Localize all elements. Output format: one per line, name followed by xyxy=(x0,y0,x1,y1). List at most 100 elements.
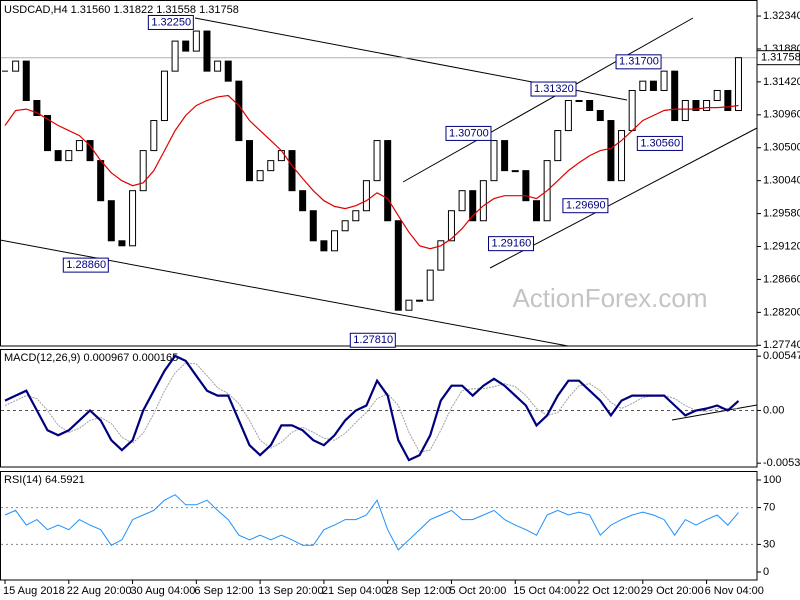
candle xyxy=(97,160,105,202)
rsi-panel xyxy=(0,471,758,581)
candle xyxy=(214,60,222,72)
candle xyxy=(54,150,62,162)
x-tick-label: 6 Sep 12:00 xyxy=(194,585,253,597)
price-annotation: 1.31320 xyxy=(534,83,574,95)
price-annotation: 1.29690 xyxy=(566,200,606,212)
x-tick-label: 28 Sep 12:00 xyxy=(386,585,451,597)
candle xyxy=(373,140,381,182)
candle xyxy=(171,40,179,72)
candle xyxy=(511,170,519,173)
candle xyxy=(192,30,200,52)
candle xyxy=(628,89,636,132)
candle xyxy=(309,210,317,242)
y-tick-label: 1.27740 xyxy=(763,339,800,351)
candle xyxy=(533,200,540,222)
candle xyxy=(44,115,52,152)
candle xyxy=(416,299,424,302)
y-tick-label: 100 xyxy=(763,474,781,486)
x-tick-label: 22 Oct 12:00 xyxy=(577,585,640,597)
candle xyxy=(182,40,190,52)
y-tick-label: 0.005478 xyxy=(763,350,800,362)
candle xyxy=(150,120,158,152)
candle xyxy=(713,89,721,101)
x-tick-label: 21 Sep 04:00 xyxy=(322,585,387,597)
trend-line xyxy=(489,127,758,269)
candle xyxy=(299,190,307,212)
candle xyxy=(341,220,349,232)
last-price-label: 1.31758 xyxy=(761,52,800,64)
price-annotation-box xyxy=(62,257,109,273)
x-tick-label: 22 Aug 20:00 xyxy=(67,585,132,597)
x-tick-label: 29 Oct 20:00 xyxy=(641,585,704,597)
candle xyxy=(277,150,285,162)
trend-line xyxy=(671,404,758,421)
rsi-title: RSI(14) 64.5921 xyxy=(4,474,85,486)
series-line xyxy=(4,494,739,551)
price-annotation-box xyxy=(349,332,396,348)
y-tick-label: 1.30040 xyxy=(763,175,800,187)
candle xyxy=(107,200,115,242)
y-tick-label: 30 xyxy=(763,538,775,550)
candle xyxy=(65,150,73,162)
candle xyxy=(469,190,477,222)
x-tick-label: 15 Oct 04:00 xyxy=(513,585,576,597)
candle xyxy=(458,190,466,212)
y-tick-label: 1.28660 xyxy=(763,273,800,285)
candle xyxy=(437,240,445,271)
candle xyxy=(522,170,530,202)
candle xyxy=(703,99,711,112)
last-price-box xyxy=(756,50,800,66)
candle xyxy=(129,190,137,247)
candle xyxy=(639,80,647,91)
candle xyxy=(22,60,30,101)
candle xyxy=(501,140,509,172)
candle xyxy=(362,180,370,212)
x-tick-label: 15 Aug 2018 xyxy=(3,585,65,597)
candle xyxy=(331,230,339,252)
x-tick-label: 30 Aug 04:00 xyxy=(131,585,196,597)
candle xyxy=(426,269,434,301)
candle xyxy=(479,180,487,222)
price-annotation: 1.32250 xyxy=(151,16,191,28)
price-annotation-box xyxy=(615,54,662,70)
candle xyxy=(405,299,413,311)
price-annotation-box xyxy=(562,198,609,214)
trend-line xyxy=(402,17,694,183)
candle xyxy=(256,170,264,182)
y-tick-label: 1.29580 xyxy=(763,207,800,219)
candle xyxy=(490,140,498,182)
y-tick-label: 1.32340 xyxy=(763,10,800,22)
candle xyxy=(586,99,594,112)
watermark: ActionForex.com xyxy=(512,283,707,313)
candle xyxy=(724,89,732,112)
price-annotation: 1.31700 xyxy=(619,56,659,68)
price-annotation-box xyxy=(445,125,492,141)
series-line xyxy=(4,362,739,453)
series-line xyxy=(4,354,740,462)
y-tick-label: 1.31420 xyxy=(763,76,800,88)
candle xyxy=(575,99,583,102)
candle xyxy=(596,110,604,122)
candle xyxy=(33,99,41,117)
price-annotation: 1.29160 xyxy=(492,238,532,250)
candle xyxy=(245,140,253,182)
price-annotation-box xyxy=(147,14,194,30)
candle xyxy=(447,210,455,242)
macd-title: MACD(12,26,9) 0.000967 0.000165 xyxy=(4,352,178,364)
price-annotation: 1.30560 xyxy=(640,137,680,149)
candle xyxy=(660,70,668,91)
price-annotation-box xyxy=(636,135,683,151)
y-tick-label: -0.005314 xyxy=(763,457,800,469)
candle xyxy=(288,150,296,192)
y-tick-label: 70 xyxy=(763,502,775,514)
candle xyxy=(692,99,700,112)
y-tick-label: 0.00 xyxy=(763,404,784,416)
y-tick-label: 1.30500 xyxy=(763,142,800,154)
candle xyxy=(681,99,689,122)
price-annotation: 1.30700 xyxy=(449,127,489,139)
candle xyxy=(267,160,275,172)
candle xyxy=(118,240,126,247)
x-tick-label: 6 Nov 04:00 xyxy=(705,585,764,597)
series-line xyxy=(4,94,739,250)
